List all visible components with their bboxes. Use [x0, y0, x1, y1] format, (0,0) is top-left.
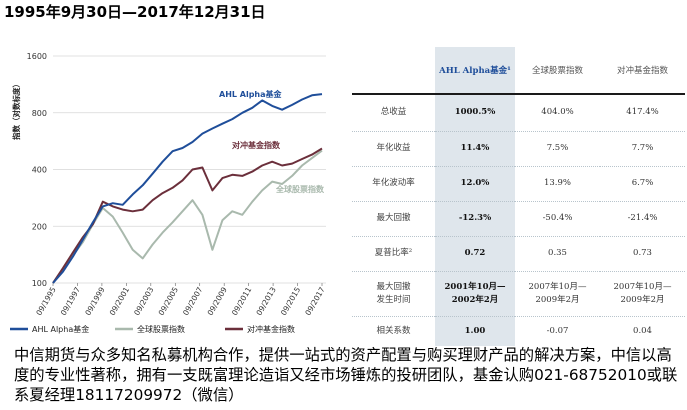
y-axis-label: 指数（对数标度） [11, 80, 21, 140]
table-row: 年化收益 11.4% 7.5% 7.7% [352, 131, 685, 167]
legend-label: AHL Alpha基金 [32, 324, 89, 334]
table-cell-equity: -50.4% [515, 201, 600, 237]
hedge-line [52, 147, 323, 284]
table-header-ahl: AHL Alpha基金¹ [435, 47, 515, 95]
table-row: 最大回撤 -12.3% -50.4% -21.4% [352, 201, 685, 237]
y-tick-label: 200 [32, 222, 47, 231]
table-row-label: 相关系数 [376, 325, 411, 336]
table-cell-ahl: 1.00 [435, 316, 515, 346]
table-cell-ahl: 12.0% [435, 166, 515, 202]
series-annotation: 对冲基金指数 [232, 140, 281, 150]
series-annotation: AHL Alpha基金 [219, 89, 283, 99]
table-cell-equity: -0.07 [546, 325, 569, 336]
table-cell-hedge: 6.7% [600, 166, 685, 202]
table-cell-equity: 7.5% [515, 131, 600, 167]
x-tick-label: 09/1999 [83, 285, 106, 317]
table-header-equity: 全球股票指数 [515, 47, 600, 95]
table-cell-hedge: -21.4% [600, 201, 685, 237]
table-cell-hedge: 0.04 [633, 325, 652, 336]
table-header-row: AHL Alpha基金¹ 全球股票指数 对冲基金指数 [352, 47, 685, 95]
table-cell-equity: 404.0% [515, 94, 600, 132]
table-cell-hedge: 2007年10月— 2009年2月 [600, 271, 685, 317]
x-tick-label: 09/2003 [132, 285, 155, 317]
stats-table: AHL Alpha基金¹ 全球股票指数 对冲基金指数 总收益 1000.5% 404… [352, 47, 685, 346]
x-tick-label: 09/2005 [157, 285, 180, 317]
table-cell-hedge: 7.7% [600, 131, 685, 167]
series-annotation: 全球股票指数 [275, 184, 325, 194]
table-row-label: 最大回撤 [352, 201, 435, 237]
legend-label: 对冲基金指数 [247, 324, 295, 334]
promo-caption: 中信期货与众多知名私募机构合作，提供一站式的资产配置与购买理财产品的解决方案，中… [14, 346, 678, 404]
x-tick-label: 09/2017 [303, 285, 326, 317]
table-cell-ahl: 0.72 [435, 236, 515, 272]
y-axis-ticks: 1600 800 400 200 100 [27, 52, 47, 288]
table-cell-ahl: -12.3% [435, 201, 515, 237]
ahl-line [52, 93, 323, 284]
table-row-label: 最大回撤 发生时间 [352, 271, 435, 317]
table-cell-ahl: 2001年10月— 2002年2月 [435, 271, 515, 317]
equity-line [52, 149, 323, 284]
y-tick-label: 1600 [27, 52, 47, 61]
x-tick-label: 09/2015 [279, 285, 302, 317]
y-tick-label: 800 [32, 109, 47, 118]
table-row: 总收益 1000.5% 404.0% 417.4% [352, 94, 685, 132]
page-title: 1995年9月30日—2017年12月31日 [4, 3, 266, 21]
x-tick-label: 09/2013 [254, 285, 277, 317]
table-cell-equity: 2007年10月— 2009年2月 [515, 271, 600, 317]
x-tick-label: 09/1995 [34, 285, 57, 317]
table-cell-equity: 0.35 [515, 236, 600, 272]
table-header-blank [352, 47, 435, 95]
y-gridlines [53, 55, 326, 284]
stats-table-container: AHL Alpha基金¹ 全球股票指数 对冲基金指数 总收益 1000.5% 404… [352, 47, 685, 346]
x-tick-label: 09/2001 [108, 285, 131, 317]
x-tick-label: 09/1997 [59, 285, 82, 317]
x-axis-ticks: 09/1995 09/1997 09/1999 09/2001 09/2003 09/20… [34, 283, 327, 317]
x-tick-label: 09/2007 [181, 285, 204, 317]
table-cell-ahl: 1000.5% [435, 94, 515, 132]
chart-legend: AHL Alpha基金 全球股票指数 对冲基金指数 [10, 324, 295, 334]
table-row: 年化波动率 12.0% 13.9% 6.7% [352, 166, 685, 202]
table-cell-hedge: 0.73 [600, 236, 685, 272]
x-tick-label: 09/2011 [230, 285, 253, 317]
series-lines [52, 93, 323, 284]
table-cell-ahl: 11.4% [435, 131, 515, 167]
table-cell-equity: 13.9% [515, 166, 600, 202]
table-row-label: 夏普比率² [352, 236, 435, 272]
table-row-label: 总收益 [352, 94, 435, 132]
table-row-label: 年化收益 [352, 131, 435, 167]
table-row: 相关系数 1.00 -0.07 0.04 [352, 316, 685, 346]
table-row: 夏普比率² 0.72 0.35 0.73 [352, 236, 685, 272]
table-row-label: 年化波动率 [352, 166, 435, 202]
y-tick-label: 400 [32, 166, 47, 175]
table-cell-hedge: 417.4% [600, 94, 685, 132]
y-tick-label: 100 [32, 279, 47, 288]
legend-label: 全球股票指数 [137, 324, 185, 334]
x-tick-label: 09/2009 [206, 285, 229, 317]
table-row: 最大回撤 发生时间 2001年10月— 2002年2月 2007年10月— 2009年2月… [352, 271, 685, 317]
table-header-hedge: 对冲基金指数 [600, 47, 685, 95]
